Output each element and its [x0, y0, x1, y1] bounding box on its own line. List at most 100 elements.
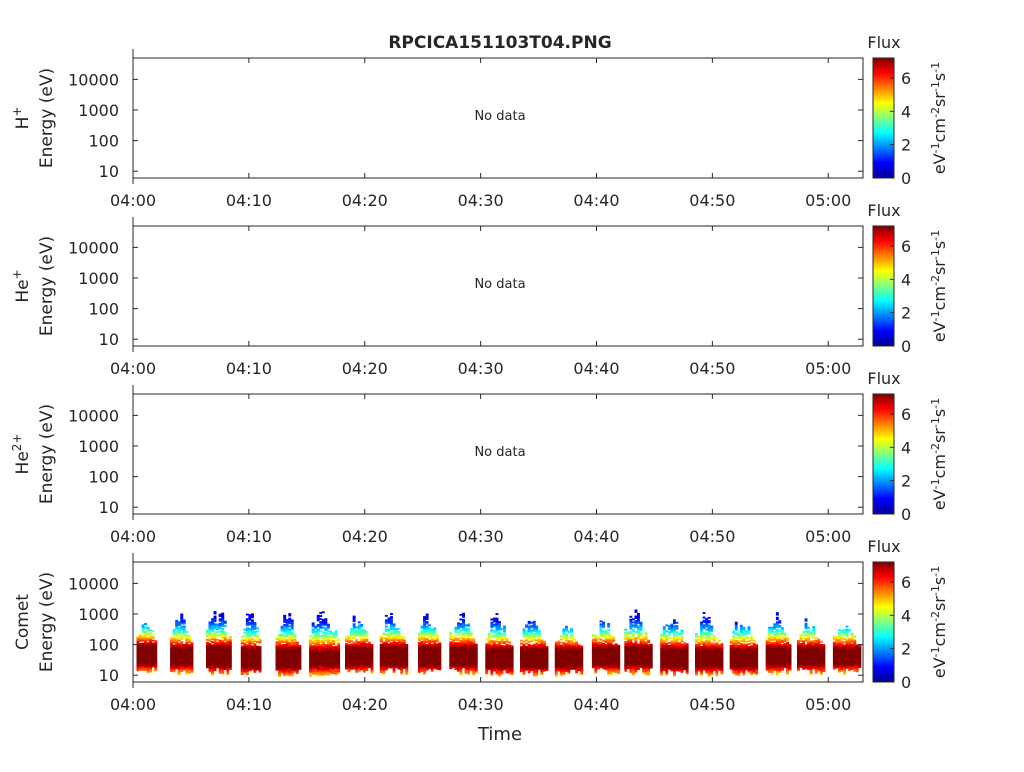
flux-cell	[525, 624, 528, 626]
flux-cell	[380, 636, 383, 638]
species-name: He	[13, 451, 33, 474]
flux-cell	[144, 631, 147, 633]
flux-cell	[632, 621, 635, 623]
unit-base: cm	[930, 118, 949, 142]
flux-cell	[365, 636, 368, 638]
flux-cell	[403, 636, 406, 638]
colorbar-tick-label: 2	[901, 304, 911, 323]
flux-cell	[286, 619, 289, 621]
flux-cell	[528, 644, 531, 646]
flux-cell	[713, 636, 716, 638]
flux-cell	[670, 637, 673, 639]
burst-3	[206, 611, 232, 675]
flux-cell	[211, 634, 214, 636]
flux-cell	[498, 641, 501, 643]
flux-cell	[241, 639, 244, 641]
flux-cell	[173, 637, 176, 639]
flux-cell	[637, 625, 640, 627]
flux-cell	[678, 633, 681, 635]
flux-cell	[465, 638, 468, 640]
flux-cell	[635, 631, 638, 633]
flux-cell	[703, 620, 706, 622]
flux-cell	[496, 618, 499, 620]
flux-cell	[523, 641, 526, 643]
flux-cell	[501, 628, 504, 630]
flux-cell	[580, 646, 583, 648]
flux-cell	[216, 642, 219, 644]
burst-5	[276, 613, 302, 677]
flux-cell	[597, 642, 600, 644]
flux-cell	[327, 624, 330, 626]
flux-cell	[635, 620, 638, 622]
flux-cell	[498, 632, 501, 634]
spectrogram-cells	[137, 609, 862, 677]
unit-base: s	[930, 73, 949, 81]
flux-cell	[428, 624, 431, 626]
flux-cell	[348, 644, 351, 646]
flux-cell	[530, 630, 533, 632]
flux-cell	[281, 638, 284, 640]
flux-cell	[496, 644, 499, 646]
unit-base: eV	[930, 489, 949, 510]
flux-cell	[632, 634, 635, 636]
time-tick-label: 04:00	[110, 527, 156, 546]
flux-cell	[330, 631, 333, 633]
flux-cell	[332, 646, 335, 648]
flux-cell	[743, 637, 746, 639]
flux-cell	[708, 625, 711, 627]
flux-cell	[743, 643, 746, 645]
flux-cell	[319, 635, 322, 637]
flux-cell	[183, 644, 186, 646]
flux-cell	[597, 637, 600, 639]
flux-cell	[332, 640, 335, 642]
flux-cell	[319, 618, 322, 620]
burst-4	[241, 613, 262, 675]
flux-cell	[428, 640, 431, 642]
energy-axis-label: Energy (eV)	[37, 236, 57, 336]
colorbar-tick-label: 4	[901, 270, 911, 289]
flux-cell	[390, 642, 393, 644]
flux-cell	[388, 628, 391, 630]
flux-cell	[670, 624, 673, 626]
colorbar-tick-label: 0	[901, 337, 911, 356]
flux-cell	[393, 636, 396, 638]
species-charge: +	[10, 269, 24, 279]
flux-cell	[503, 638, 506, 640]
flux-cell	[385, 633, 388, 635]
flux-cell	[663, 640, 666, 642]
flux-cell	[668, 642, 671, 644]
flux-cell	[319, 612, 322, 614]
flux-cell	[360, 629, 363, 631]
flux-cell	[243, 638, 246, 640]
no-data-label: No data	[474, 277, 525, 292]
flux-cell	[337, 643, 340, 645]
energy-tick-label: 1000	[78, 437, 119, 456]
flux-cell	[506, 638, 509, 640]
flux-cell	[605, 630, 608, 632]
flux-cell	[405, 644, 408, 646]
flux-cell	[454, 634, 457, 636]
flux-cell	[600, 639, 603, 641]
flux-cell	[142, 624, 145, 626]
energy-tick-label: 1000	[78, 269, 119, 288]
no-data-label: No data	[474, 109, 525, 124]
flux-cell	[283, 624, 286, 626]
flux-cell	[254, 631, 257, 633]
energy-tick-label: 10000	[68, 238, 119, 257]
flux-cell	[246, 627, 249, 629]
flux-cell	[503, 641, 506, 643]
flux-cell	[276, 641, 279, 643]
flux-cell	[180, 641, 183, 643]
flux-cell	[371, 644, 374, 646]
flux-cell	[493, 641, 496, 643]
burst-16	[660, 619, 688, 676]
flux-cell	[178, 643, 181, 645]
flux-cell	[520, 643, 523, 645]
flux-cell	[715, 638, 718, 640]
time-tick-label: 04:50	[689, 527, 735, 546]
flux-cell	[493, 624, 496, 626]
flux-cell	[533, 644, 536, 646]
flux-cell	[683, 642, 686, 644]
